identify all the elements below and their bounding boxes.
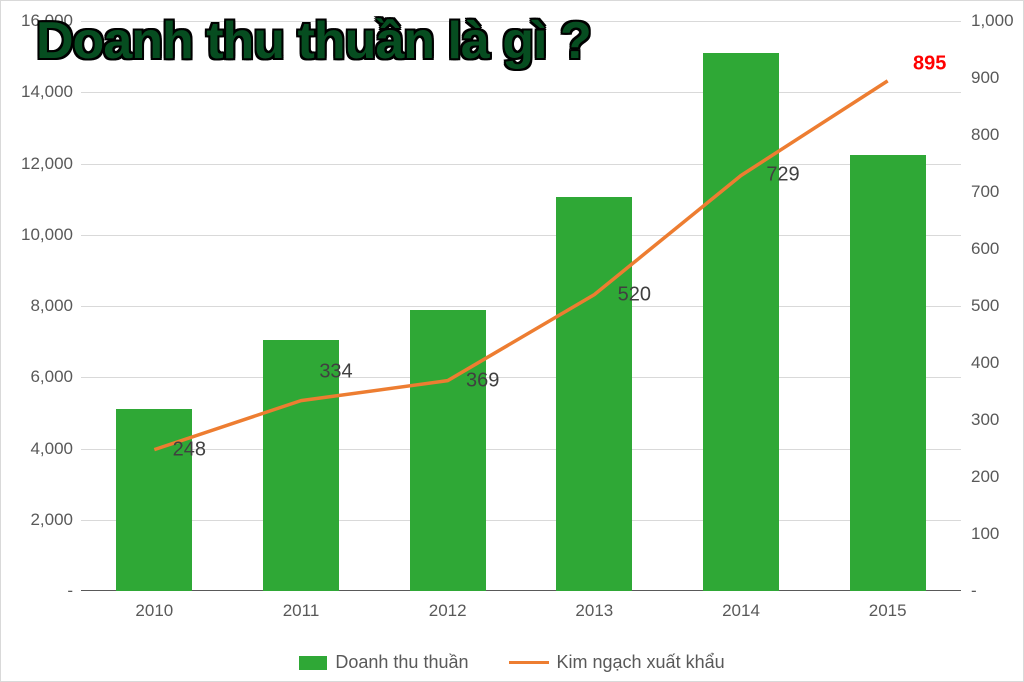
- left-axis-tick-label: 4,000: [30, 439, 73, 459]
- right-axis-tick-label: 100: [971, 524, 999, 544]
- bar: [263, 340, 339, 591]
- left-axis-tick-label: 10,000: [21, 225, 73, 245]
- x-axis-tick-label: 2013: [575, 601, 613, 621]
- chart-container: Doanh thu thuần là gì ? -2,0004,0006,000…: [0, 0, 1024, 682]
- x-axis-tick-label: 2011: [283, 601, 320, 621]
- bar: [703, 53, 779, 591]
- left-axis-tick-label: 14,000: [21, 82, 73, 102]
- bar: [116, 409, 192, 591]
- x-axis-tick-label: 2010: [135, 601, 173, 621]
- legend-swatch-bar: [299, 656, 327, 670]
- bar: [410, 310, 486, 591]
- right-axis-tick-label: 900: [971, 68, 999, 88]
- bar: [556, 197, 632, 591]
- right-axis-tick-label: 500: [971, 296, 999, 316]
- x-axis-tick-label: 2014: [722, 601, 760, 621]
- right-axis-tick-label: -: [971, 581, 977, 601]
- legend-item-line: Kim ngạch xuất khẩu: [509, 652, 725, 673]
- left-y-axis: -2,0004,0006,0008,00010,00012,00014,0001…: [1, 21, 81, 591]
- right-axis-tick-label: 300: [971, 410, 999, 430]
- legend-item-bar: Doanh thu thuần: [299, 652, 468, 673]
- right-axis-tick-label: 1,000: [971, 11, 1014, 31]
- x-axis-tick-label: 2015: [869, 601, 907, 621]
- left-axis-tick-label: 8,000: [30, 296, 73, 316]
- legend-label-bar: Doanh thu thuần: [335, 652, 468, 673]
- left-axis-tick-label: 12,000: [21, 154, 73, 174]
- x-axis-tick-label: 2012: [429, 601, 467, 621]
- right-y-axis: -1002003004005006007008009001,000: [963, 21, 1023, 591]
- right-axis-tick-label: 700: [971, 182, 999, 202]
- legend: Doanh thu thuần Kim ngạch xuất khẩu: [1, 652, 1023, 673]
- left-axis-tick-label: 16,000: [21, 11, 73, 31]
- legend-swatch-line: [509, 661, 549, 664]
- right-axis-tick-label: 400: [971, 353, 999, 373]
- x-axis: 2010 2011 2012 2013 2014 2015: [81, 593, 961, 623]
- bar-series: [81, 21, 961, 591]
- legend-label-line: Kim ngạch xuất khẩu: [557, 652, 725, 673]
- left-axis-tick-label: -: [67, 581, 73, 601]
- bar: [850, 155, 926, 591]
- right-axis-tick-label: 800: [971, 125, 999, 145]
- right-axis-tick-label: 200: [971, 467, 999, 487]
- left-axis-tick-label: 6,000: [30, 367, 73, 387]
- left-axis-tick-label: 2,000: [30, 510, 73, 530]
- right-axis-tick-label: 600: [971, 239, 999, 259]
